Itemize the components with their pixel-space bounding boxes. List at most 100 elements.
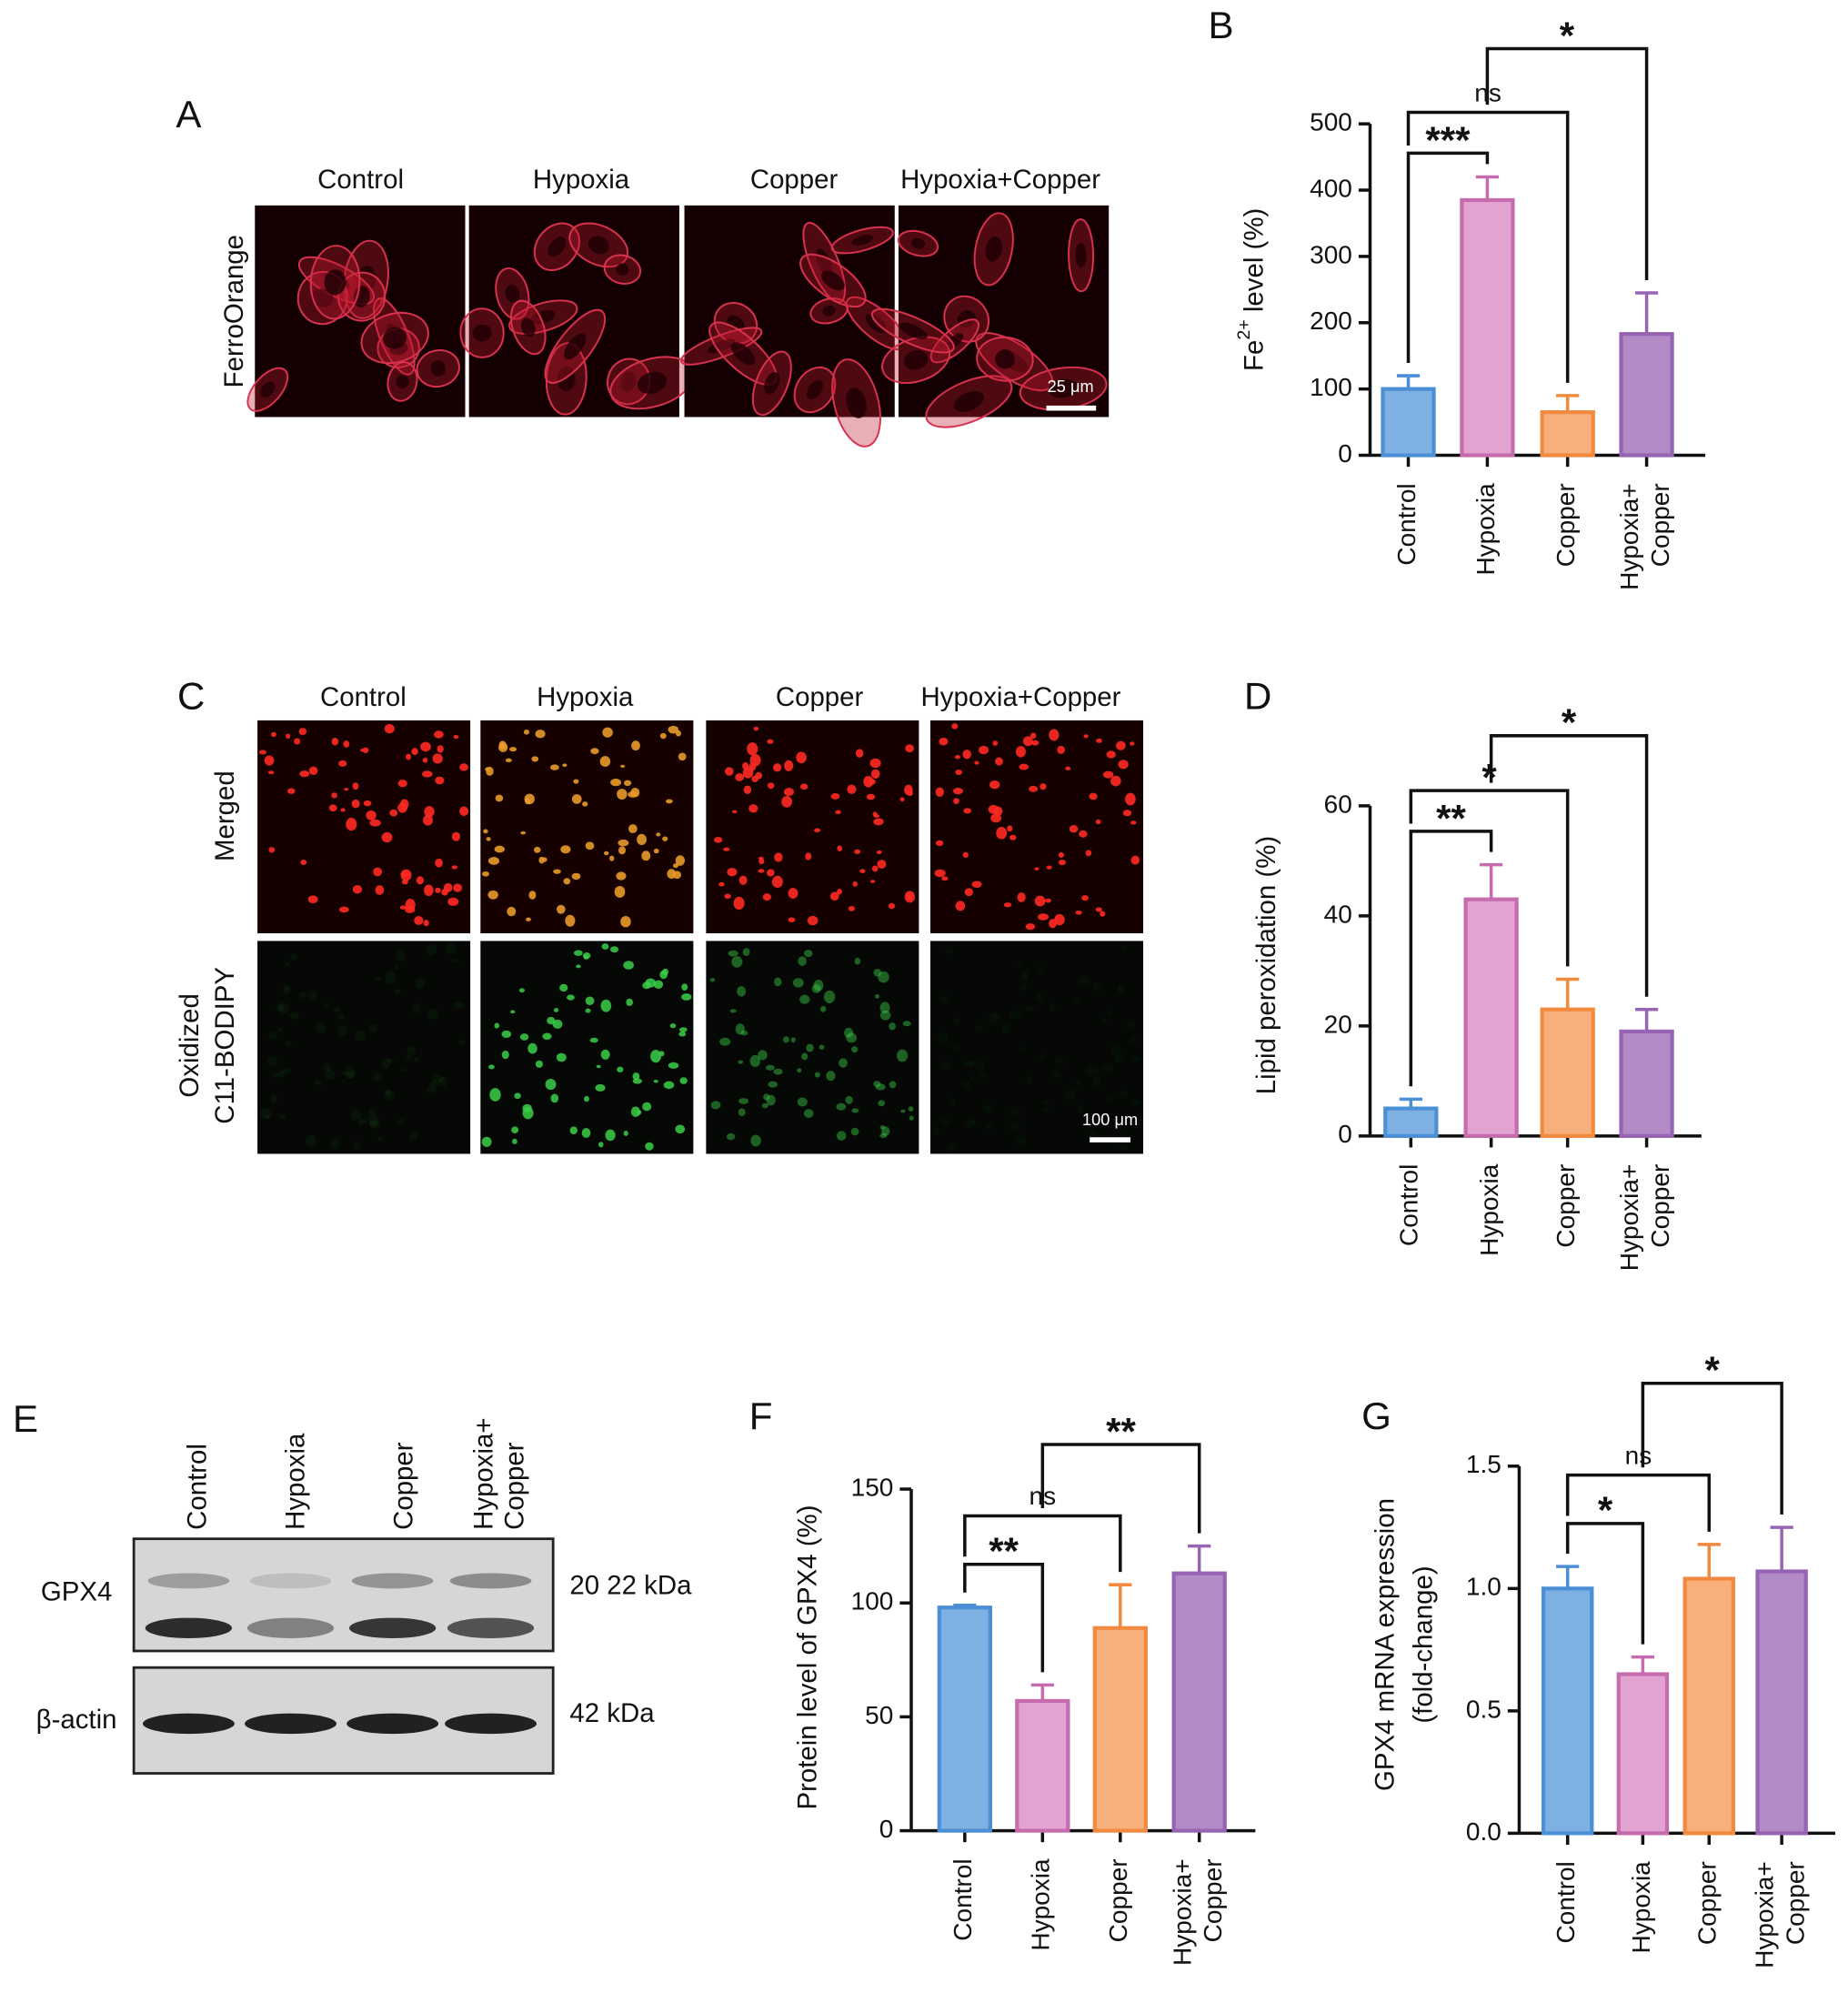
nucleus [588,236,609,255]
cell [758,869,765,873]
cell [829,891,839,901]
cell [368,1024,378,1032]
cell [667,869,677,880]
cell [279,1113,286,1120]
cell [331,792,337,799]
cell [1025,1005,1034,1012]
cell [585,841,595,851]
cell [900,1109,906,1113]
cell [278,1002,289,1015]
cell [280,1068,291,1074]
cell [1106,1095,1114,1103]
nucleus [946,333,964,349]
cell [839,1058,848,1068]
cell [650,1050,662,1063]
cell [486,766,494,776]
significance-bracket [1406,151,1490,364]
band-size: 20 22 kDa [569,1571,692,1601]
cell [905,744,914,753]
cell [870,769,880,780]
cell [951,723,959,730]
cell [535,730,546,739]
cell [618,846,627,855]
cell [731,956,743,968]
cell [290,1012,300,1020]
cell [1107,1010,1113,1016]
cell [1041,1106,1050,1112]
cell [453,959,459,963]
cell [406,1053,413,1060]
y-axis-label: (fold-change) [1409,1565,1439,1723]
cell [590,748,599,755]
cell [1030,740,1040,746]
cell [1022,736,1033,747]
row-label: Oxidized [175,993,205,1097]
bar [937,1605,992,1833]
cell [1125,792,1136,806]
cell [628,824,638,834]
cell [589,1037,598,1043]
cell [908,1106,914,1112]
x-tick-label: Copper [1781,1861,1809,1945]
nucleus [616,263,629,277]
nucleus [637,371,668,395]
cell [369,819,381,827]
cell [1106,750,1116,759]
cell [1045,898,1051,903]
y-tick-label: 200 [1310,307,1352,335]
cell [285,961,290,967]
bar [1682,1576,1735,1836]
cell [850,1127,859,1136]
cell [976,1061,985,1071]
cell [1015,1135,1026,1146]
y-tick-label: 300 [1310,240,1352,268]
panel-letter: B [1208,4,1233,46]
band [147,1573,230,1589]
cell [988,804,999,814]
cell [501,1050,509,1060]
cell [595,1083,606,1092]
cell [266,1114,271,1119]
cell [609,946,619,953]
cell [1120,1090,1129,1098]
cell [352,782,359,790]
cell [969,1118,976,1123]
cell [982,1104,994,1113]
micrograph [706,941,919,1154]
cell [653,848,659,854]
cell [1130,741,1135,746]
cell [869,758,881,769]
cell [307,991,317,1002]
cell [709,978,716,982]
cell [435,887,441,893]
cell [681,993,692,1001]
cell [878,1100,886,1107]
cell [974,760,979,765]
cell [617,789,628,800]
cell [1038,913,1050,921]
cell [949,1098,956,1106]
cell [432,753,443,764]
cell [519,1033,529,1041]
cell [933,1127,940,1135]
cell [1103,770,1114,779]
cell [847,784,857,794]
band [447,1617,535,1638]
cell [784,760,794,771]
panel-letter: C [177,674,205,717]
cell [762,893,772,901]
cell [366,810,377,820]
cell [522,1103,532,1112]
cell [394,988,401,993]
column-label: Control [320,682,407,712]
nucleus [1075,242,1087,268]
significance-label: * [1560,14,1575,56]
cell [820,1005,827,1012]
cell [298,991,306,999]
cell [656,832,661,837]
nucleus [851,235,874,246]
bar [1619,332,1674,458]
y-tick-label: 1.5 [1466,1450,1502,1478]
cell [337,1013,346,1020]
